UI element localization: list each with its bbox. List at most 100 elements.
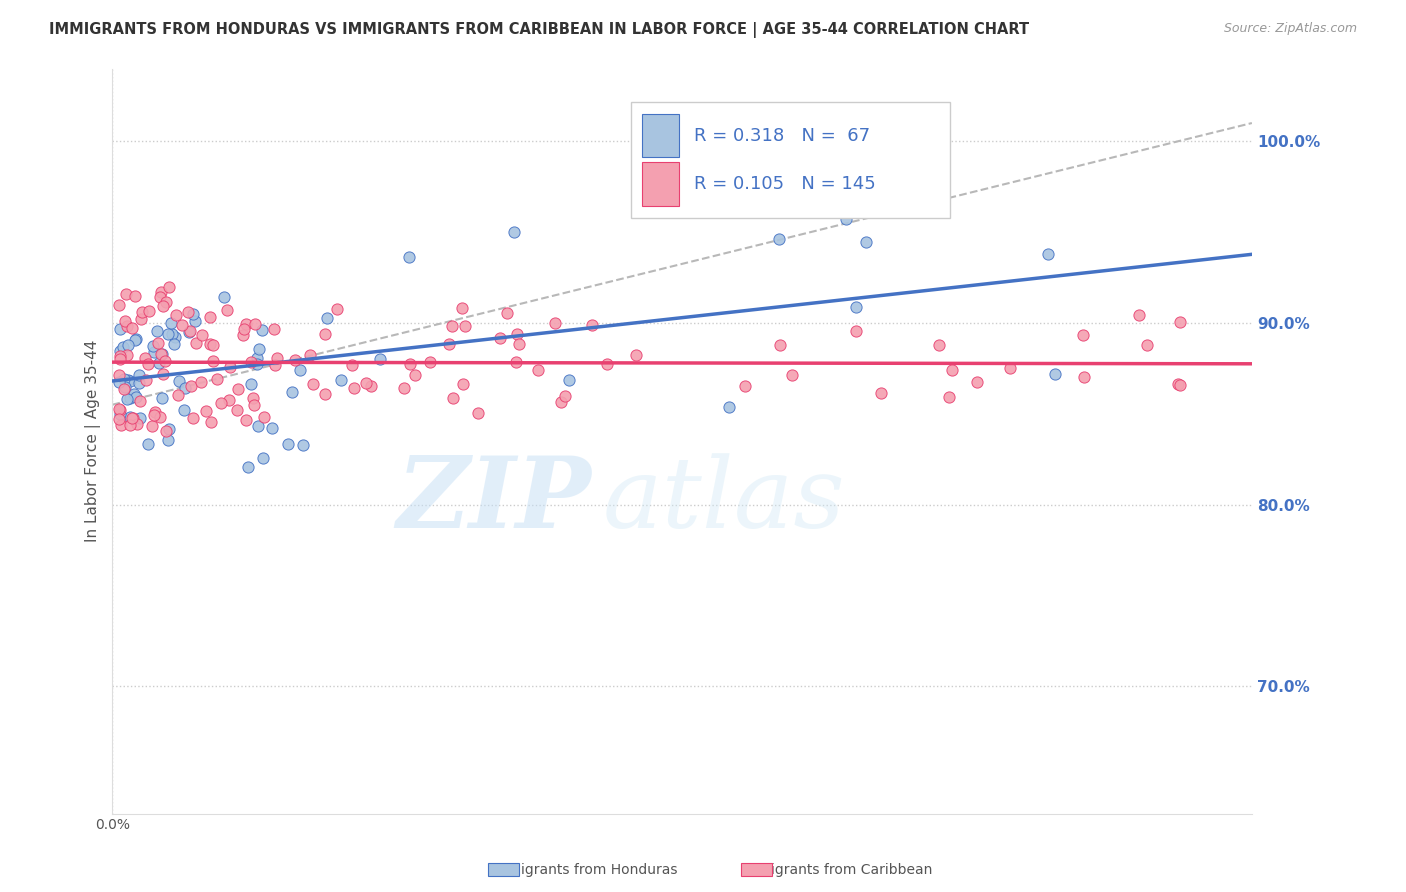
Point bbox=[284, 352, 307, 367]
Point bbox=[404, 368, 426, 382]
Point bbox=[184, 314, 207, 328]
Text: Immigrants from Honduras: Immigrants from Honduras bbox=[489, 863, 678, 877]
Point bbox=[554, 389, 576, 403]
Point bbox=[128, 368, 150, 382]
Point bbox=[156, 327, 179, 342]
Point bbox=[120, 417, 142, 432]
Point bbox=[117, 374, 139, 388]
Point bbox=[212, 290, 235, 304]
Point bbox=[870, 385, 893, 400]
Point bbox=[505, 355, 527, 369]
Point bbox=[399, 357, 422, 371]
Point bbox=[596, 357, 619, 371]
Point bbox=[242, 391, 264, 405]
Point bbox=[125, 390, 148, 404]
Point bbox=[173, 381, 195, 395]
FancyBboxPatch shape bbox=[643, 162, 679, 205]
Text: atlas: atlas bbox=[602, 453, 845, 549]
Point bbox=[342, 381, 364, 395]
Point bbox=[505, 326, 527, 341]
Point bbox=[734, 378, 756, 392]
Point bbox=[111, 341, 134, 355]
Point bbox=[467, 406, 489, 420]
Point bbox=[128, 376, 150, 390]
Point bbox=[115, 348, 138, 362]
Point bbox=[138, 357, 160, 371]
Point bbox=[239, 377, 262, 392]
Point bbox=[835, 211, 858, 226]
Point bbox=[125, 417, 148, 432]
Point bbox=[451, 301, 474, 315]
Point bbox=[184, 336, 207, 351]
Point bbox=[441, 391, 464, 405]
Point bbox=[200, 415, 222, 429]
Point bbox=[941, 363, 963, 377]
Point bbox=[114, 380, 136, 394]
Point bbox=[292, 438, 315, 452]
Point bbox=[205, 372, 228, 386]
FancyBboxPatch shape bbox=[643, 114, 679, 157]
Point bbox=[558, 373, 581, 387]
Point bbox=[314, 326, 336, 341]
Point bbox=[134, 351, 156, 365]
Point bbox=[108, 411, 131, 425]
Point bbox=[966, 375, 988, 389]
Point bbox=[194, 403, 217, 417]
Point bbox=[368, 351, 391, 366]
Point bbox=[938, 390, 960, 404]
Point bbox=[503, 225, 526, 239]
Point bbox=[142, 408, 165, 422]
Point bbox=[152, 367, 174, 381]
Point bbox=[108, 351, 131, 366]
Point bbox=[218, 392, 240, 407]
Point bbox=[165, 308, 187, 322]
Point bbox=[108, 344, 131, 359]
Point bbox=[209, 396, 232, 410]
Point bbox=[232, 328, 254, 343]
Point bbox=[160, 326, 183, 341]
Point bbox=[129, 410, 152, 425]
Point bbox=[112, 382, 135, 396]
Point bbox=[153, 354, 176, 368]
Point bbox=[845, 324, 868, 338]
Point bbox=[316, 310, 339, 325]
Point bbox=[162, 337, 184, 351]
Point bbox=[121, 320, 143, 334]
Point bbox=[247, 342, 270, 356]
Point bbox=[124, 333, 146, 347]
Point bbox=[173, 403, 195, 417]
Point bbox=[263, 322, 285, 336]
Point bbox=[200, 337, 222, 351]
Point bbox=[1043, 368, 1066, 382]
Point bbox=[165, 330, 187, 344]
Point bbox=[1330, 331, 1353, 345]
Point bbox=[394, 381, 416, 395]
Point bbox=[360, 379, 382, 393]
Point bbox=[550, 395, 572, 409]
Point bbox=[453, 318, 475, 333]
Point bbox=[398, 251, 420, 265]
Point bbox=[115, 392, 138, 407]
Point bbox=[167, 374, 190, 388]
Point bbox=[108, 407, 131, 421]
Point bbox=[1167, 376, 1189, 391]
Point bbox=[354, 376, 377, 390]
Point bbox=[262, 420, 284, 434]
Point bbox=[855, 235, 877, 250]
Point bbox=[326, 301, 349, 316]
Point bbox=[107, 401, 129, 416]
Point bbox=[252, 323, 274, 337]
Point bbox=[121, 411, 143, 425]
Text: ZIP: ZIP bbox=[396, 452, 591, 549]
Point bbox=[243, 397, 266, 411]
Point bbox=[179, 324, 201, 338]
Point bbox=[624, 348, 647, 362]
Point bbox=[157, 433, 180, 447]
Point bbox=[201, 338, 224, 352]
Point bbox=[142, 339, 165, 353]
Point bbox=[302, 376, 325, 391]
Point bbox=[236, 460, 259, 475]
Text: R = 0.105   N = 145: R = 0.105 N = 145 bbox=[693, 175, 876, 193]
Point bbox=[150, 347, 173, 361]
Point bbox=[342, 358, 364, 372]
